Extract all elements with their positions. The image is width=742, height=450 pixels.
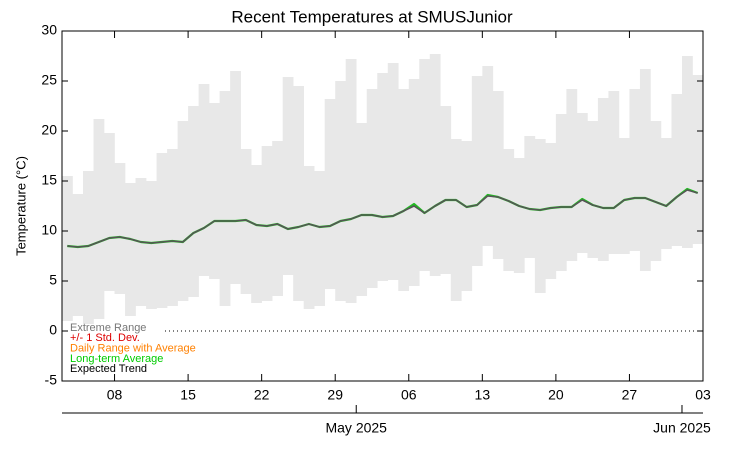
range-bar (251, 165, 262, 303)
range-bar (177, 121, 189, 301)
y-tick-label: 0 (49, 322, 57, 338)
range-bar (660, 138, 672, 249)
legend-label: +/- 1 Std. Dev. (70, 332, 140, 344)
range-bar (366, 89, 378, 288)
legend-label: Long-term Average (70, 353, 163, 365)
x-tick-label: 29 (327, 387, 343, 403)
range-bar (398, 89, 410, 291)
x-tick-label: 22 (254, 387, 270, 403)
range-bar (692, 75, 704, 244)
range-bar (198, 84, 210, 276)
range-bar (146, 181, 157, 309)
range-bar (471, 76, 483, 266)
range-bar (513, 158, 525, 273)
range-bar (629, 89, 641, 251)
plot-frame (61, 30, 704, 382)
range-bar (377, 73, 389, 281)
x-tick-label: 27 (622, 387, 638, 403)
x-tick-label: 03 (695, 387, 711, 403)
y-tick-label: -5 (45, 372, 58, 388)
range-bar (156, 153, 168, 308)
range-bar (671, 94, 683, 246)
range-bar (219, 91, 231, 306)
range-bar (282, 77, 294, 275)
range-bar (387, 63, 399, 280)
range-bar (429, 54, 441, 276)
range-bar (503, 149, 515, 271)
range-bar (555, 114, 567, 271)
range-bar (524, 136, 536, 258)
range-bar (293, 86, 304, 301)
range-bar (72, 194, 84, 316)
x-tick-label: 15 (180, 387, 196, 403)
range-bar (482, 66, 494, 246)
x-tick-label: 06 (401, 387, 417, 403)
y-tick-label: 30 (41, 22, 57, 38)
range-bar (461, 141, 473, 291)
range-bar (188, 106, 199, 297)
range-bar (314, 171, 326, 306)
month-label: Jun 2025 (653, 420, 711, 436)
x-tick-label: 13 (475, 387, 491, 403)
range-bar (104, 133, 115, 291)
range-bar (534, 139, 546, 293)
y-axis-label: Temperature (°C) (13, 156, 28, 256)
range-bar (230, 71, 241, 284)
y-tick-label: 10 (41, 222, 57, 238)
range-bar (566, 89, 578, 261)
range-bar (608, 91, 620, 254)
range-bar (450, 139, 462, 301)
range-bar (83, 171, 94, 324)
series-line (67, 189, 698, 248)
range-bar (125, 183, 136, 316)
range-bar (576, 113, 588, 253)
month-label: May 2025 (325, 420, 387, 436)
range-bar (408, 79, 420, 286)
range-bar (324, 99, 336, 289)
range-bar (440, 106, 452, 274)
range-bar (62, 176, 73, 321)
range-bar (650, 121, 662, 261)
y-tick-label: 25 (41, 72, 57, 88)
range-bar (209, 103, 220, 279)
range-bar (303, 166, 315, 309)
range-bar (114, 163, 126, 294)
range-bar (167, 149, 178, 306)
x-tick-label: 20 (548, 387, 564, 403)
range-bar (345, 59, 357, 303)
range-bar (587, 121, 599, 258)
y-tick-label: 20 (41, 122, 57, 138)
range-bar (639, 69, 651, 271)
chart-title: Recent Temperatures at SMUSJunior (231, 7, 513, 26)
legend-label: Extreme Range (70, 322, 146, 334)
range-bar (356, 123, 368, 296)
range-bar (618, 138, 630, 254)
range-bar (492, 91, 504, 259)
y-tick-label: 15 (41, 172, 57, 188)
legend-label: Expected Trend (70, 363, 147, 375)
range-bar (545, 143, 557, 279)
range-bar (681, 56, 693, 248)
range-bar (240, 149, 252, 294)
x-tick-label: 08 (107, 387, 123, 403)
legend-label: Daily Range with Average (70, 343, 196, 355)
range-bar (335, 81, 347, 301)
range-bar (419, 59, 431, 271)
range-bar (597, 98, 609, 261)
range-bar (93, 119, 105, 319)
range-bar (261, 146, 273, 301)
range-bar (272, 141, 283, 296)
y-tick-label: 5 (49, 272, 57, 288)
